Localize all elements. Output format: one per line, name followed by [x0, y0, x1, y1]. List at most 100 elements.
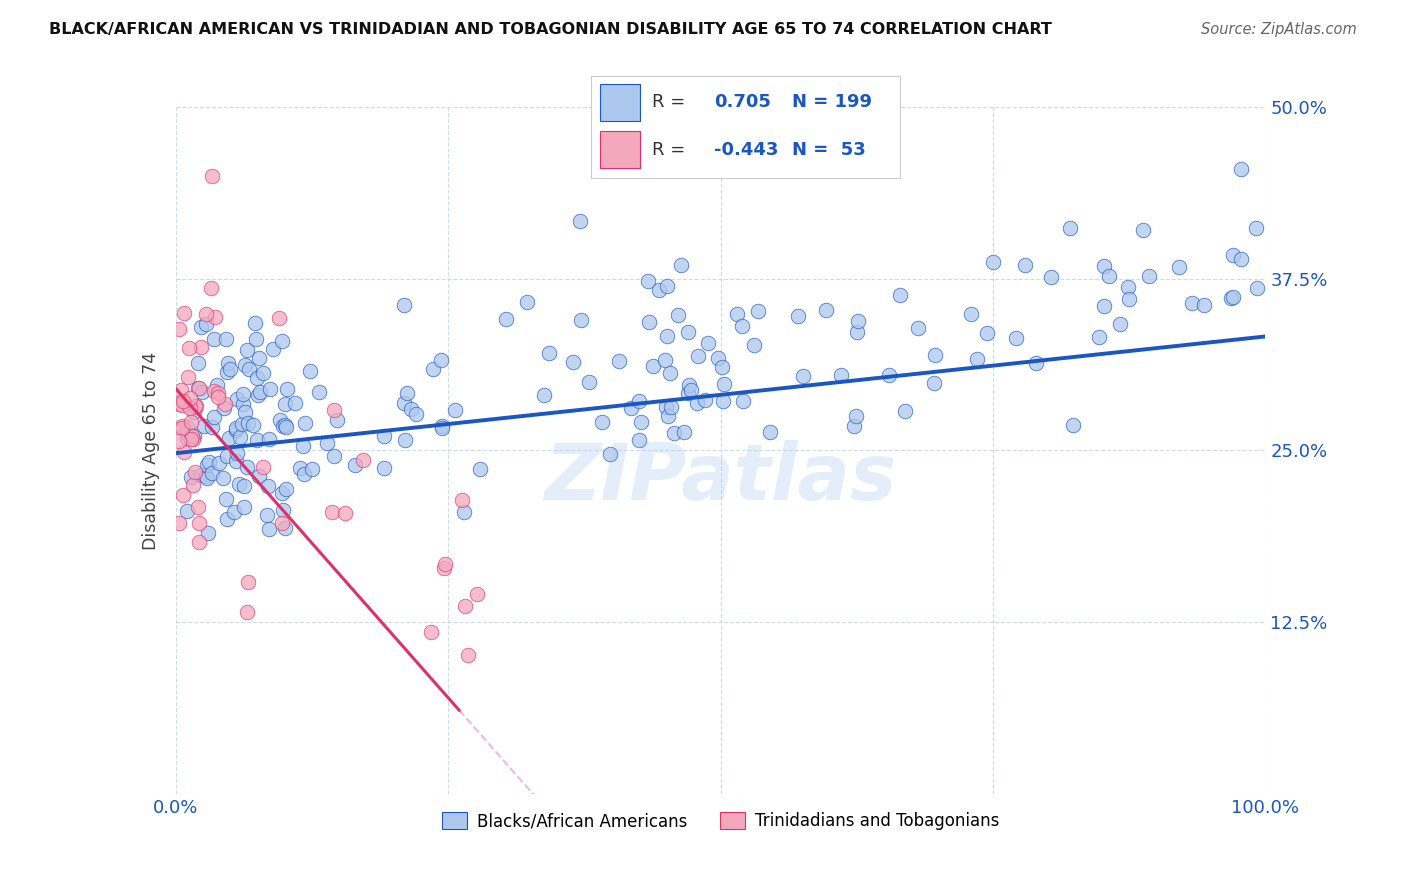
Point — [172, 488, 194, 502]
Text: BLACK/AFRICAN AMERICAN VS TRINIDADIAN AND TOBAGONIAN DISABILITY AGE 65 TO 74 COR: BLACK/AFRICAN AMERICAN VS TRINIDADIAN AN… — [49, 22, 1052, 37]
Point — [333, 506, 356, 520]
Point — [1246, 281, 1268, 295]
Point — [201, 419, 224, 434]
Point — [707, 351, 730, 365]
Point — [877, 368, 900, 382]
Point — [173, 306, 195, 320]
Point — [1118, 293, 1140, 307]
Point — [451, 492, 474, 507]
Point — [219, 362, 242, 376]
Point — [742, 338, 765, 352]
Point — [180, 432, 202, 446]
Point — [276, 382, 298, 396]
Point — [179, 401, 201, 415]
Point — [1222, 290, 1244, 304]
Point — [202, 332, 225, 346]
Point — [405, 407, 427, 421]
Point — [274, 521, 297, 535]
Point — [792, 368, 814, 383]
Point — [830, 368, 852, 383]
Point — [907, 320, 929, 334]
Point — [673, 425, 696, 439]
Point — [648, 283, 671, 297]
Point — [298, 364, 321, 378]
Point — [725, 307, 748, 321]
Point — [270, 334, 292, 348]
Point — [292, 439, 315, 453]
Point — [215, 492, 238, 507]
Point — [292, 467, 315, 481]
Point — [516, 294, 538, 309]
Point — [269, 413, 291, 427]
Point — [245, 332, 267, 346]
Point — [294, 416, 316, 430]
Point — [214, 397, 236, 411]
Point — [747, 304, 769, 318]
Point — [225, 424, 247, 438]
Text: R =: R = — [652, 94, 686, 112]
Point — [1244, 220, 1267, 235]
Point — [323, 449, 346, 463]
Point — [179, 391, 201, 405]
Point — [637, 274, 659, 288]
Point — [678, 377, 700, 392]
Point — [274, 417, 297, 432]
Point — [697, 336, 720, 351]
Point — [187, 500, 209, 515]
Point — [259, 382, 281, 396]
Point — [180, 470, 202, 484]
Point — [1040, 269, 1063, 284]
Point — [235, 459, 257, 474]
Point — [1092, 299, 1115, 313]
Point — [1014, 259, 1036, 273]
Point — [1059, 220, 1081, 235]
Point — [392, 395, 415, 409]
Point — [1230, 161, 1253, 176]
Point — [177, 370, 200, 384]
Point — [693, 392, 716, 407]
Point — [236, 605, 259, 619]
Point — [267, 311, 290, 326]
Point — [686, 395, 709, 409]
Point — [1222, 248, 1244, 262]
Point — [1092, 260, 1115, 274]
Point — [669, 258, 692, 272]
Point — [167, 397, 190, 411]
Point — [666, 308, 689, 322]
Point — [679, 383, 702, 397]
Point — [655, 279, 678, 293]
Point — [271, 486, 294, 500]
Point — [620, 401, 643, 415]
Point — [173, 445, 195, 459]
Point — [202, 384, 225, 399]
Point — [628, 433, 651, 447]
Point — [242, 417, 264, 432]
Point — [212, 471, 235, 485]
Point — [207, 386, 229, 401]
Point — [181, 478, 204, 492]
Point — [846, 314, 869, 328]
Point — [1192, 297, 1215, 311]
Point — [468, 462, 491, 476]
Point — [224, 505, 246, 519]
Point — [217, 356, 239, 370]
Point — [465, 587, 488, 601]
Point — [256, 508, 278, 522]
Point — [569, 214, 592, 228]
Point — [218, 430, 240, 444]
Point — [276, 482, 298, 496]
Point — [167, 516, 190, 530]
Point — [733, 394, 755, 409]
Point — [658, 366, 681, 380]
Text: Source: ZipAtlas.com: Source: ZipAtlas.com — [1201, 22, 1357, 37]
Point — [195, 471, 218, 485]
Point — [184, 399, 207, 413]
Point — [236, 575, 259, 590]
Point — [246, 387, 269, 401]
Point — [170, 421, 193, 435]
Point — [686, 349, 709, 363]
Point — [392, 298, 415, 312]
Point — [172, 394, 194, 409]
Point — [274, 420, 297, 434]
Point — [966, 351, 988, 366]
